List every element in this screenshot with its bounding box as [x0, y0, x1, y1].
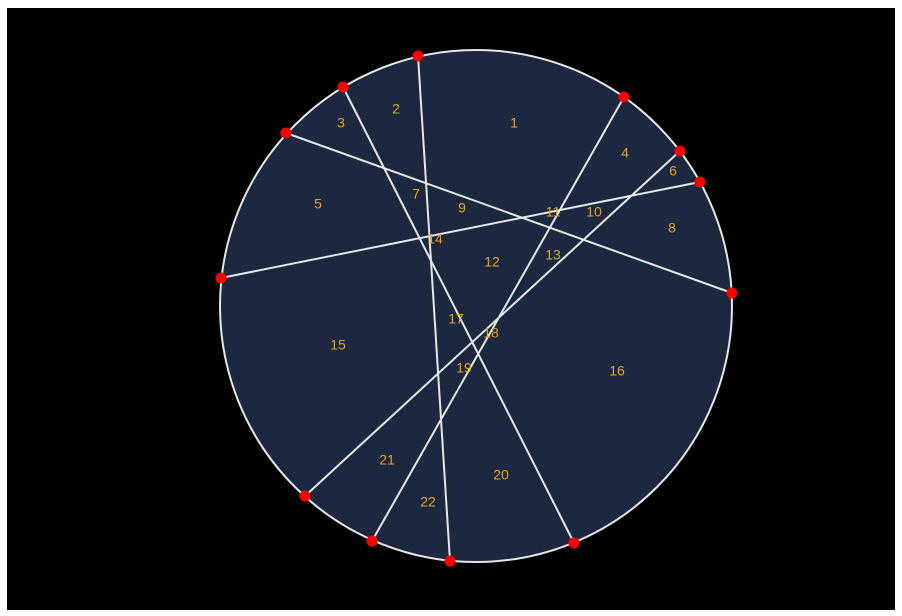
region-label-11: 11 — [546, 204, 561, 220]
chords-group — [220, 55, 733, 562]
endpoint-e — [674, 145, 686, 157]
chord-b-l — [342, 86, 575, 544]
region-label-15: 15 — [330, 337, 346, 353]
endpoint-d — [618, 91, 630, 103]
endpoint-f — [694, 176, 706, 188]
region-label-14: 14 — [427, 231, 443, 247]
region-label-20: 20 — [493, 467, 509, 483]
endpoint-b — [337, 81, 349, 93]
region-label-22: 22 — [420, 494, 436, 510]
chord-e-i — [304, 150, 681, 497]
endpoint-j — [366, 535, 378, 547]
region-label-9: 9 — [458, 200, 466, 216]
endpoints-group — [215, 50, 738, 567]
region-label-1: 1 — [510, 115, 518, 131]
diagram-canvas: 1 2 3 4 5 6 7 8 9 10 11 12 13 14 15 16 17 18 19 20 21 22 — [7, 8, 895, 610]
region-label-12: 12 — [484, 254, 500, 270]
region-label-21: 21 — [379, 452, 395, 468]
chord-c-h — [285, 132, 733, 294]
region-label-13: 13 — [545, 247, 561, 263]
outer-circle — [219, 49, 733, 563]
endpoint-a — [412, 50, 424, 62]
region-label-3: 3 — [337, 115, 345, 131]
region-label-10: 10 — [586, 204, 602, 220]
endpoint-i — [299, 490, 311, 502]
endpoint-l — [568, 537, 580, 549]
region-label-18: 18 — [483, 325, 499, 341]
region-label-4: 4 — [621, 145, 629, 161]
endpoint-c — [280, 127, 292, 139]
region-label-8: 8 — [668, 220, 676, 236]
region-label-2: 2 — [392, 101, 400, 117]
chord-a-k — [417, 55, 451, 562]
endpoint-h — [726, 287, 738, 299]
endpoint-g — [215, 272, 227, 284]
region-label-16: 16 — [609, 363, 625, 379]
endpoint-k — [444, 555, 456, 567]
region-label-19: 19 — [456, 360, 472, 376]
region-label-6: 6 — [669, 163, 677, 179]
region-label-5: 5 — [314, 196, 322, 212]
chord-g-f — [220, 181, 701, 279]
region-label-7: 7 — [412, 186, 420, 202]
region-label-17: 17 — [448, 311, 464, 327]
